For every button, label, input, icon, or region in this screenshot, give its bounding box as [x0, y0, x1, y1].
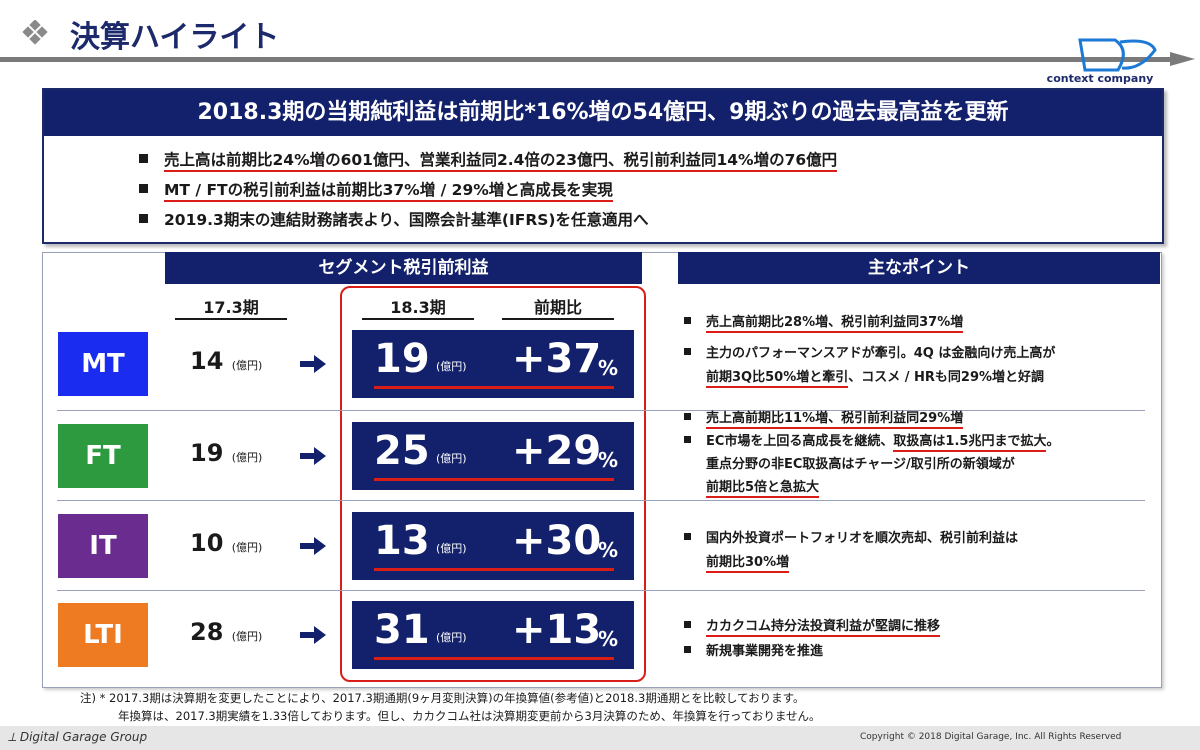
segment-header: セグメント税引前利益: [165, 252, 642, 284]
row-divider: [57, 500, 1145, 501]
current-value-box: 13 (億円) +30%: [352, 512, 634, 580]
point-item-cont: 前期3Q比50%増と牽引、コスメ / HRも同29%増と好調: [706, 366, 1044, 389]
point-item: 主力のパフォーマンスアドが牽引。4Q は金融向け売上高が: [684, 342, 1055, 365]
col-prev-label: 17.3期: [203, 298, 259, 317]
footer-bar: [0, 726, 1200, 750]
point-item: 新規事業開発を推進: [684, 640, 823, 663]
col-current-label: 18.3期: [390, 298, 446, 317]
banner-bullet: MT / FTの税引前利益は前期比37%増 / 29%増と高成長を実現: [139, 178, 613, 202]
banner-bullet: 売上高は前期比24%増の601億円、営業利益同2.4倍の23億円、税引前利益同1…: [139, 148, 838, 172]
highlight-banner: 2018.3期の当期純利益は前期比*16%増の54億円、9期ぶりの過去最高益を更…: [42, 88, 1164, 244]
current-value-box: 31 (億円) +13%: [352, 601, 634, 669]
point-item-cont: 重点分野の非EC取扱高はチャージ/取引所の新領域が: [706, 457, 1015, 472]
col-underline: [362, 318, 474, 320]
segment-label-mt: MT: [58, 332, 148, 396]
segment-label-lti: LTI: [58, 603, 148, 667]
arrow-right-icon: [300, 626, 326, 644]
current-value-box: 25 (億円) +29%: [352, 422, 634, 490]
point-item-cont: 前期比30%増: [706, 551, 790, 574]
arrow-right-icon: [300, 447, 326, 465]
col-underline: [502, 318, 614, 320]
current-value-box: 19 (億円) +37%: [352, 330, 634, 398]
copyright: Copyright © 2018 Digital Garage, Inc. Al…: [860, 732, 1122, 742]
point-item: カカクコム持分法投資利益が堅調に推移: [684, 615, 941, 638]
header-arrow-line: [0, 52, 1195, 66]
points-header: 主なポイント: [678, 252, 1160, 284]
col-change-label: 前期比: [533, 298, 582, 317]
page-title: 決算ハイライト: [70, 20, 280, 55]
prev-value: 28 (億円): [190, 618, 263, 646]
highlight-frame: [340, 286, 646, 682]
point-item: 国内外投資ポートフォリオを順次売却、税引前利益は: [684, 527, 1018, 550]
footnote: 注) * 2017.3期は決算期を変更したことにより、2017.3期通期(9ヶ月…: [80, 691, 805, 705]
point-item: EC市場を上回る高成長を継続、取扱高は1.5兆円まで拡大。: [684, 430, 1059, 453]
point-item-cont: 前期比5倍と急拡大: [706, 476, 820, 499]
segment-label-it: IT: [58, 514, 148, 578]
row-divider: [57, 410, 1145, 411]
dg-footer-logo-icon: ⟂: [8, 730, 20, 744]
footer-company: ⟂ Digital Garage Group: [8, 730, 148, 744]
diamond-cluster-icon: [22, 20, 48, 45]
prev-value: 10 (億円): [190, 529, 263, 557]
prev-value: 19 (億円): [190, 439, 263, 467]
row-divider: [57, 590, 1145, 591]
banner-bullet: 2019.3期末の連結財務諸表より、国際会計基準(IFRS)を任意適用へ: [139, 208, 649, 230]
point-item: 売上高前期比11%増、税引前利益同29%増: [684, 407, 964, 430]
col-underline: [175, 318, 287, 320]
arrow-right-icon: [300, 355, 326, 373]
banner-headline: 2018.3期の当期純利益は前期比*16%増の54億円、9期ぶりの過去最高益を更…: [44, 90, 1162, 136]
logo-tagline: context company: [1046, 72, 1154, 85]
prev-value: 14 (億円): [190, 347, 263, 375]
dg-logo-icon: [1078, 38, 1157, 72]
arrow-right-icon: [300, 537, 326, 555]
point-item: 売上高前期比28%増、税引前利益同37%増: [684, 311, 964, 334]
footnote: 年換算は、2017.3期実績を1.33倍しております。但し、カカクコム社は決算期…: [118, 709, 821, 723]
segment-label-ft: FT: [58, 424, 148, 488]
